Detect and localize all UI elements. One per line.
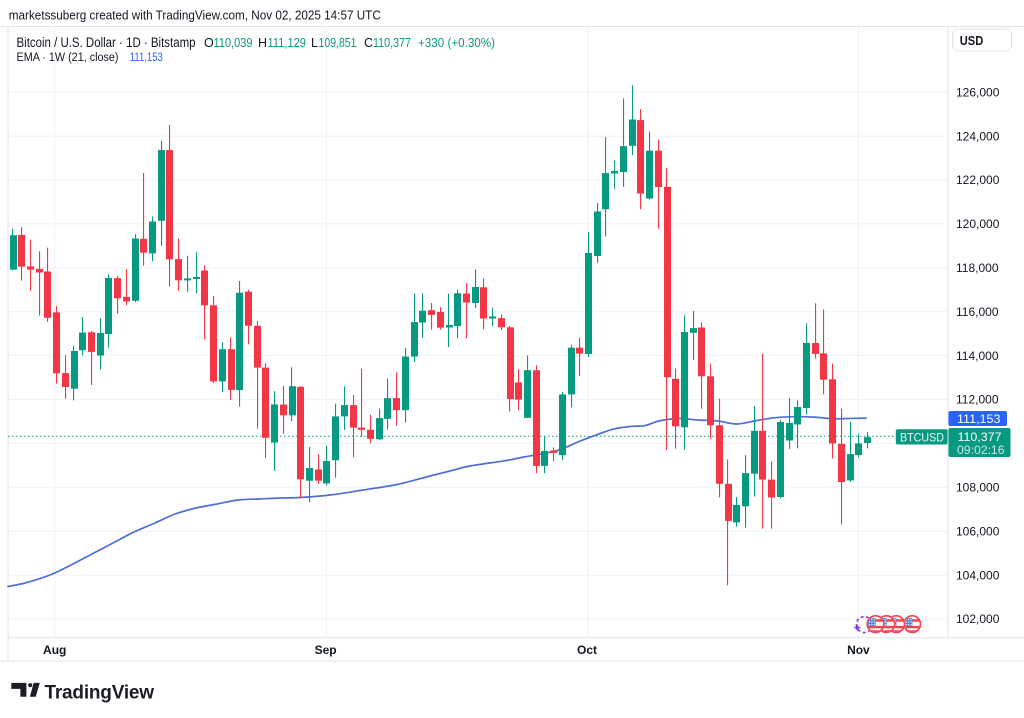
svg-text:104,000: 104,000 — [956, 568, 1000, 582]
svg-text:116,000: 116,000 — [956, 305, 999, 319]
svg-text:126,000: 126,000 — [956, 85, 1000, 99]
svg-text:124,000: 124,000 — [956, 129, 1000, 143]
svg-text:Aug: Aug — [43, 643, 66, 657]
svg-text:BTCUSD: BTCUSD — [900, 430, 944, 444]
svg-text:Nov: Nov — [847, 643, 870, 657]
svg-text:110,377: 110,377 — [958, 430, 1002, 444]
svg-text:108,000: 108,000 — [956, 481, 1000, 495]
svg-text:102,000: 102,000 — [956, 612, 1000, 626]
svg-text:H: H — [258, 36, 267, 50]
svg-text:EMA · 1W (21, close): EMA · 1W (21, close) — [17, 52, 119, 64]
svg-text:120,000: 120,000 — [956, 217, 1000, 231]
svg-text:Oct: Oct — [577, 643, 597, 657]
svg-text:118,000: 118,000 — [956, 261, 999, 275]
svg-text:Sep: Sep — [315, 643, 337, 657]
svg-text:111,153: 111,153 — [957, 412, 1001, 426]
svg-text:110,377: 110,377 — [373, 36, 411, 50]
svg-text:L: L — [311, 36, 318, 50]
svg-text:+330 (+0.30%): +330 (+0.30%) — [418, 36, 495, 50]
svg-text:09:02:16: 09:02:16 — [957, 443, 1005, 457]
svg-text:111,153: 111,153 — [130, 52, 163, 64]
svg-text:marketssuberg created with Tra: marketssuberg created with TradingView.c… — [9, 8, 381, 23]
svg-text:Bitcoin / U.S. Dollar · 1D · B: Bitcoin / U.S. Dollar · 1D · Bitstamp — [17, 35, 196, 50]
svg-text:C: C — [364, 36, 373, 50]
svg-text:114,000: 114,000 — [956, 349, 999, 363]
svg-text:109,851: 109,851 — [319, 36, 357, 50]
svg-text:TradingView: TradingView — [45, 682, 155, 703]
svg-text:122,000: 122,000 — [956, 173, 1000, 187]
svg-text:106,000: 106,000 — [956, 524, 1000, 538]
svg-text:112,000: 112,000 — [956, 393, 999, 407]
svg-text:O: O — [204, 36, 214, 50]
svg-text:110,039: 110,039 — [214, 36, 253, 50]
svg-text:USD: USD — [960, 34, 984, 48]
svg-text:111,129: 111,129 — [268, 36, 307, 50]
